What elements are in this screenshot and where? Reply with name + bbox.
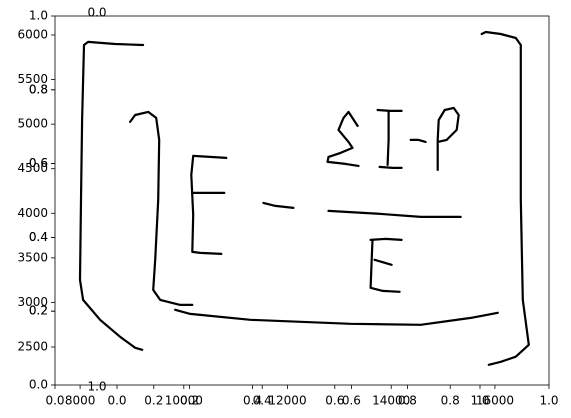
x-tick-label: 0.8: [398, 394, 417, 408]
y-tick-label: 0.8: [29, 82, 48, 96]
y-tick-label: 0.2: [29, 304, 48, 318]
x-tick-label: 8000: [65, 394, 96, 408]
x-tick-label: 12000: [268, 394, 306, 408]
x-tick-label: 0.6: [342, 394, 361, 408]
stroke: [376, 108, 403, 113]
stroke: [386, 110, 390, 166]
axes-frame: [54, 15, 550, 386]
y-tick-label: 0.6: [29, 156, 48, 170]
x-tick-label: 14000: [372, 394, 410, 408]
y-tick-label: 0.8: [29, 82, 48, 96]
x-tick-label: 0.2: [144, 394, 163, 408]
stroke: [378, 165, 403, 169]
stroke: [78, 40, 145, 351]
stroke: [436, 106, 460, 171]
x-tick-label: 1.0: [470, 394, 489, 408]
x-tick-label: 10000: [165, 394, 203, 408]
y-tick-label: 6000: [17, 27, 48, 41]
y-tick-label: 1.0: [29, 9, 48, 23]
annotation: 0.0: [87, 6, 106, 20]
y-tick-label: 3000: [17, 295, 48, 309]
stroke: [326, 110, 360, 167]
x-tick-label: 0.0: [107, 394, 126, 408]
stroke: [373, 258, 393, 266]
y-tick-label: 3500: [17, 250, 48, 264]
y-tick-label: 4500: [17, 161, 48, 175]
y-tick-label: 0.6: [29, 156, 48, 170]
y-tick-label: 2500: [17, 340, 48, 354]
x-tick-label: 16000: [476, 394, 514, 408]
x-tick-label: 1.0: [539, 394, 558, 408]
x-tick-label: 0.4: [253, 394, 272, 408]
x-tick-label: 0.6: [325, 394, 344, 408]
y-tick-label: 0.4: [29, 230, 48, 244]
x-tick-label: 0.8: [441, 394, 460, 408]
x-tick-label: 0.2: [180, 394, 199, 408]
stroke: [262, 201, 295, 209]
x-tick-label: 0.4: [243, 394, 262, 408]
stroke: [190, 154, 228, 255]
stroke: [369, 237, 403, 241]
stroke: [480, 30, 530, 366]
y-tick-label: 0.0: [29, 378, 48, 392]
y-tick-label: 4000: [17, 206, 48, 220]
stroke: [327, 209, 462, 218]
x-tick-label: 0.0: [45, 394, 64, 408]
y-tick-label: 5500: [17, 72, 48, 86]
annotation: 1.0: [87, 380, 106, 394]
y-tick-label: 0.2: [29, 304, 48, 318]
stroke: [129, 110, 194, 306]
y-tick-label: 5000: [17, 117, 48, 131]
stroke: [409, 138, 427, 143]
stroke: [174, 308, 499, 326]
stroke: [369, 238, 401, 293]
y-tick-label: 0.4: [29, 230, 48, 244]
